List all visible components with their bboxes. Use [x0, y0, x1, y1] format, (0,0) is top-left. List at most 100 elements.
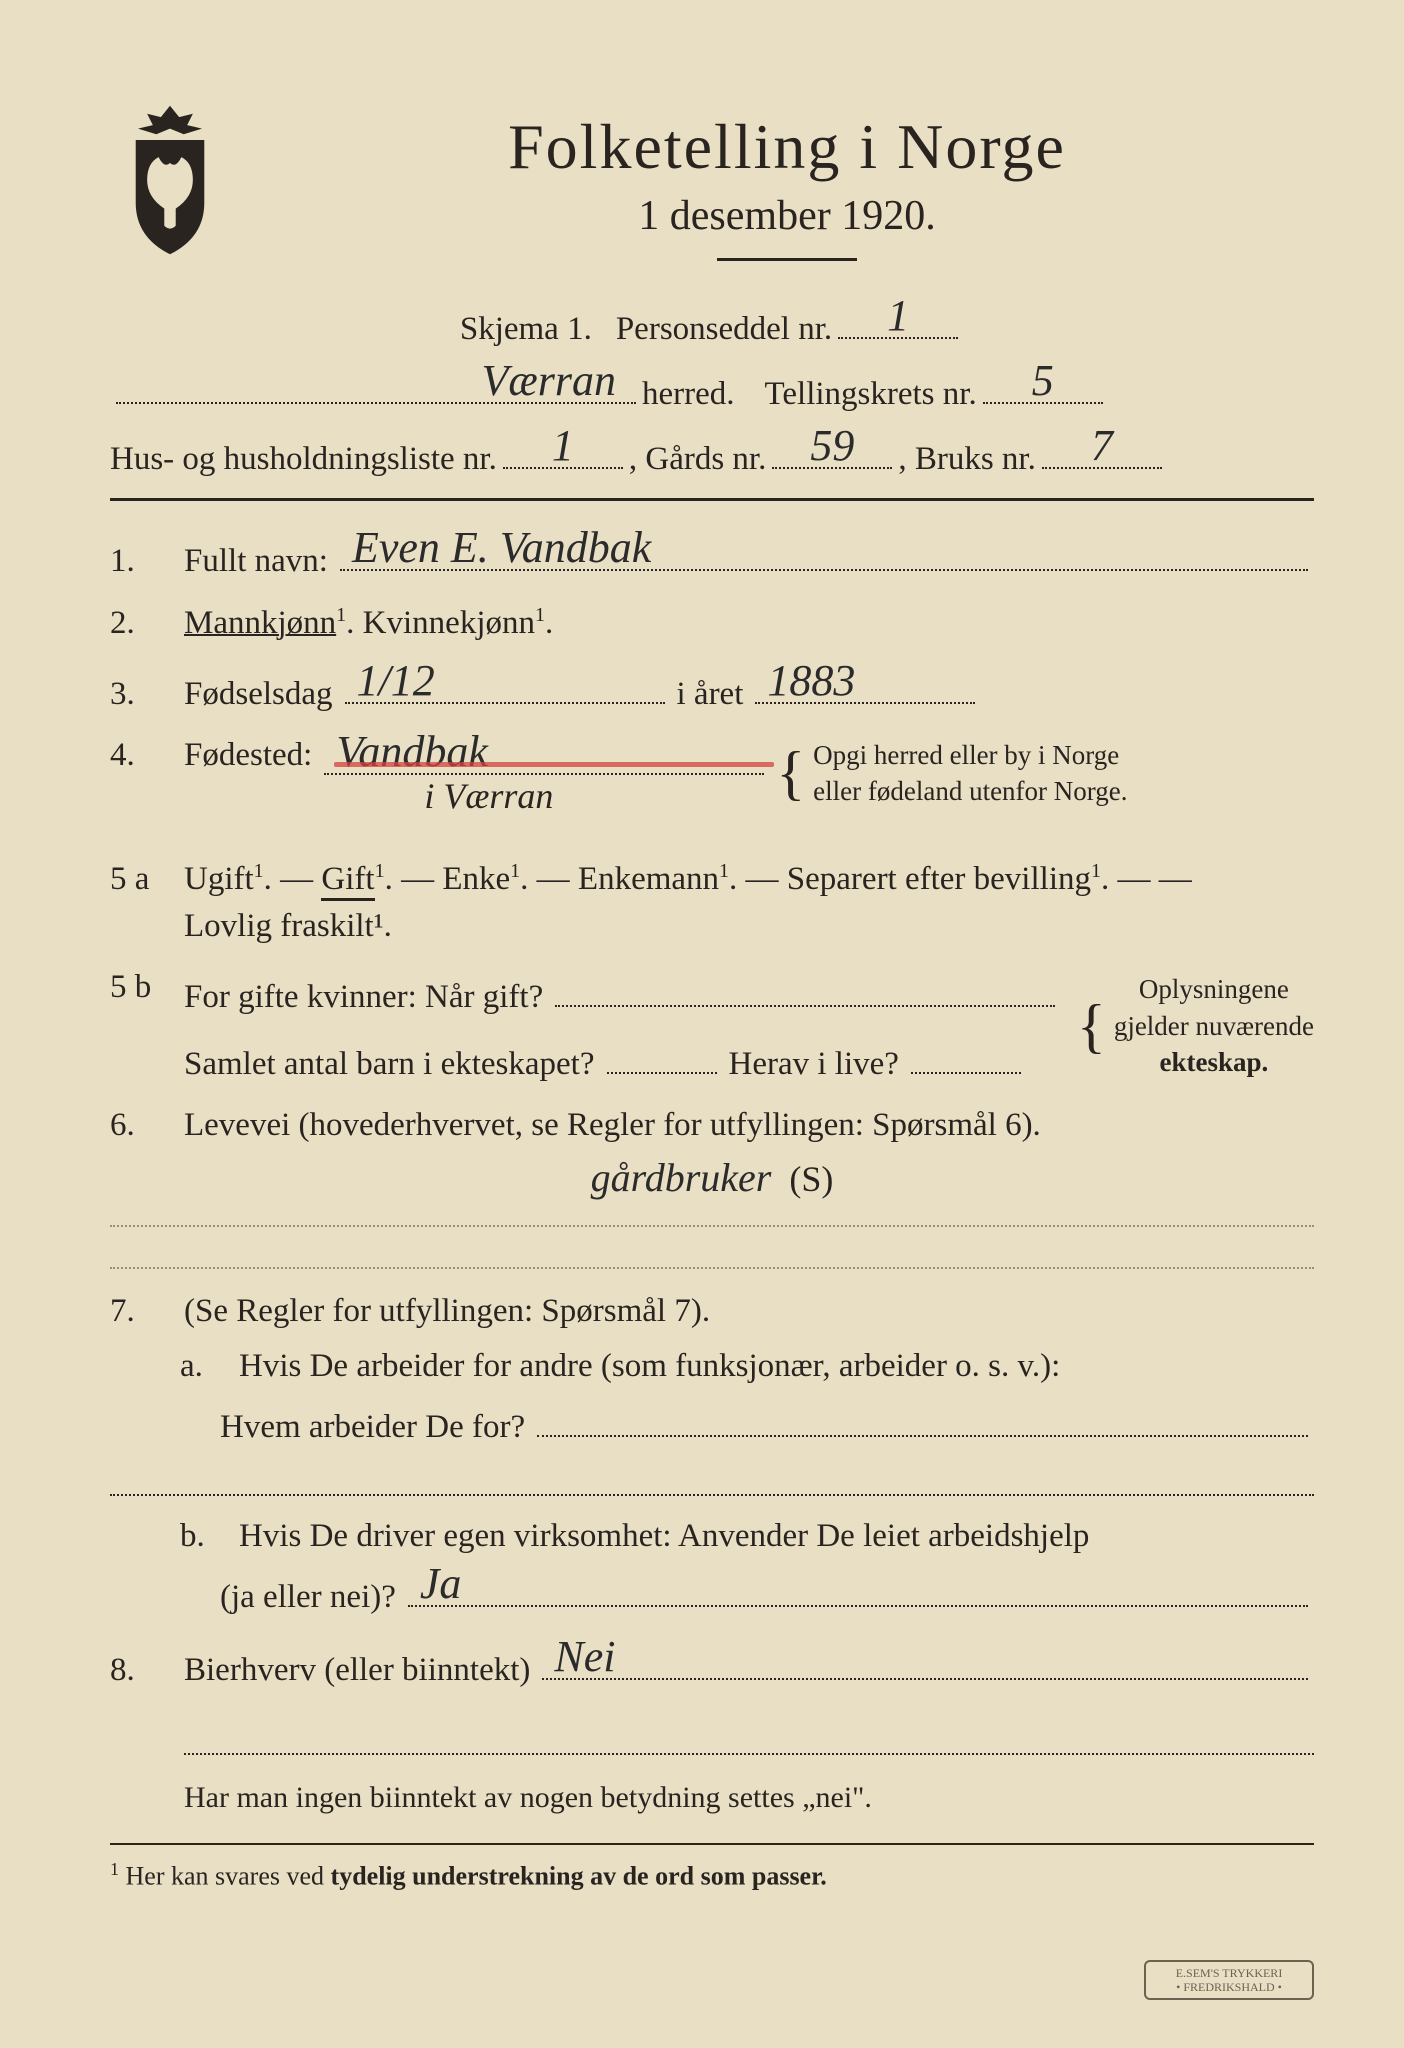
personseddel-label: Personseddel nr. [616, 311, 832, 348]
bruks-field: 7 [1042, 431, 1162, 469]
q3-year-label: i året [677, 676, 744, 713]
q1-num: 1. [110, 543, 170, 580]
q5b-field-b [607, 1036, 717, 1074]
q1-value: Even E. Vandbak [352, 522, 651, 573]
q6: 6. Levevei (hovederhvervet, se Regler fo… [110, 1107, 1314, 1144]
q5b-note-block: { Oplysningene gjelder nuværende ekteska… [1077, 971, 1314, 1080]
printer-stamp: E.SEM'S TRYKKERI • FREDRIKSHALD • [1144, 1960, 1314, 2000]
dotted-rule-2 [110, 1267, 1314, 1269]
q4-note-a: Opgi herred eller by i Norge [813, 737, 1127, 773]
form-id-row: Skjema 1. Personseddel nr. 1 [110, 301, 1314, 348]
herred-label: herred. [642, 376, 735, 413]
q4-note-b: eller fødeland utenfor Norge. [813, 773, 1127, 809]
q7-num: 7. [110, 1293, 170, 1330]
census-form-page: Folketelling i Norge 1 desember 1920. Sk… [0, 0, 1404, 2048]
q3: 3. Fødselsdag 1/12 i året 1883 [110, 666, 1314, 713]
q7a-line2: Hvem arbeider De for? [220, 1399, 1314, 1446]
q5b: 5 b For gifte kvinner: Når gift? Samlet … [110, 969, 1314, 1083]
q8-blank [184, 1713, 1314, 1755]
q2: 2. Mannkjønn1. Kvinnekjønn1. [110, 604, 1314, 642]
q7a-field [537, 1399, 1308, 1437]
main-rule [110, 498, 1314, 501]
title-block: Folketelling i Norge 1 desember 1920. [260, 110, 1314, 291]
husliste-label: Hus- og husholdningsliste nr. [110, 441, 497, 478]
personseddel-value: 1 [887, 290, 909, 341]
q8-num: 8. [110, 1652, 170, 1689]
q2-mann: Mannkjønn [184, 605, 336, 641]
q7a-text1: Hvis De arbeider for andre (som funksjon… [239, 1348, 1314, 1385]
husliste-row: Hus- og husholdningsliste nr. 1 , Gårds … [110, 431, 1314, 478]
q2-num: 2. [110, 605, 170, 642]
q1: 1. Fullt navn: Even E. Vandbak [110, 533, 1314, 580]
q3-year-field: 1883 [755, 666, 975, 704]
q5a-num: 5 a [110, 861, 170, 898]
q7a-text2: Hvem arbeider De for? [220, 1409, 525, 1446]
q5b-label-c: Herav i live? [729, 1046, 899, 1083]
q5b-label-b: Samlet antal barn i ekteskapet? [184, 1046, 595, 1083]
footnote: 1 Her kan svares ved tydelig understrekn… [110, 1859, 1314, 1892]
q5b-field-c [911, 1036, 1021, 1074]
q1-label: Fullt navn: [184, 543, 328, 580]
bottom-note: Har man ingen biinntekt av nogen betydni… [184, 1781, 1314, 1815]
q3-label: Fødselsdag [184, 676, 333, 713]
subtitle: 1 desember 1920. [260, 192, 1314, 240]
herred-row: Værran herred. Tellingskrets nr. 5 [110, 366, 1314, 413]
q5b-note-a: Oplysningene [1114, 971, 1314, 1007]
header: Folketelling i Norge 1 desember 1920. [110, 110, 1314, 291]
q5a: 5 a Ugift1. — Gift1. — Enke1. — Enkemann… [110, 860, 1314, 898]
q5a-text2: Lovlig fraskilt¹. [184, 908, 1314, 945]
q4-note-block: { Opgi herred eller by i Norge eller fød… [776, 737, 1127, 810]
q3-year: 1883 [767, 655, 855, 706]
q7b-text1: Hvis De driver egen virksomhet: Anvender… [239, 1518, 1314, 1555]
q6-num: 6. [110, 1107, 170, 1144]
gards-field: 59 [772, 431, 892, 469]
coat-of-arms-icon [110, 100, 230, 260]
q4-value-sub: i Værran [424, 775, 553, 817]
brace-icon-2: { [1077, 1002, 1106, 1050]
husliste-field: 1 [503, 431, 623, 469]
q7a-num: a. [180, 1348, 225, 1385]
brace-icon: { [776, 749, 805, 797]
title-rule [717, 258, 857, 261]
q4-num: 4. [110, 737, 170, 774]
bruks-label: , Bruks nr. [898, 441, 1036, 478]
dotted-rule-1 [110, 1225, 1314, 1227]
tellingskrets-field: 5 [983, 366, 1103, 404]
q7b-text2: (ja eller nei)? [220, 1579, 396, 1616]
q7b: b. Hvis De driver egen virksomhet: Anven… [180, 1518, 1314, 1555]
q5a-opt1: Ugift1. — [184, 861, 321, 897]
q3-day-field: 1/12 [345, 666, 665, 704]
q3-num: 3. [110, 676, 170, 713]
q7b-value: Ja [420, 1558, 462, 1609]
main-title: Folketelling i Norge [260, 110, 1314, 184]
herred-value: Værran [482, 355, 616, 406]
q5a-selected: Gift [321, 861, 374, 901]
q7-label: (Se Regler for utfyllingen: Spørsmål 7). [184, 1293, 1314, 1330]
q4-label: Fødested: [184, 737, 312, 774]
tellingskrets-value: 5 [1032, 355, 1054, 406]
q2-kvinne: . Kvinnekjønn [346, 605, 535, 641]
q7: 7. (Se Regler for utfyllingen: Spørsmål … [110, 1293, 1314, 1330]
q7a-blank [110, 1454, 1314, 1496]
q1-field: Even E. Vandbak [340, 533, 1308, 571]
q8-label: Bierhverv (eller biinntekt) [184, 1652, 530, 1689]
q6-value: gårdbruker [591, 1155, 772, 1200]
q7b-num: b. [180, 1518, 225, 1555]
tellingskrets-label: Tellingskrets nr. [765, 376, 977, 413]
q6-answer-line: gårdbruker (S) [110, 1154, 1314, 1201]
q3-day: 1/12 [357, 655, 435, 706]
q7a: a. Hvis De arbeider for andre (som funks… [180, 1348, 1314, 1385]
gards-label: , Gårds nr. [629, 441, 766, 478]
q6-suffix: (S) [789, 1159, 833, 1199]
herred-field: Værran [116, 366, 636, 404]
footnote-rule [110, 1843, 1314, 1845]
q8-value: Nei [554, 1631, 615, 1682]
q4-field: Vandbak i Værran [324, 737, 764, 775]
q7b-line2: (ja eller nei)? Ja [220, 1569, 1314, 1616]
gards-value: 59 [810, 420, 854, 471]
q7b-field: Ja [408, 1569, 1308, 1607]
q5b-num: 5 b [110, 969, 170, 1006]
red-strike [334, 762, 774, 767]
q8: 8. Bierhverv (eller biinntekt) Nei [110, 1642, 1314, 1689]
q6-label: Levevei (hovederhvervet, se Regler for u… [184, 1107, 1314, 1144]
